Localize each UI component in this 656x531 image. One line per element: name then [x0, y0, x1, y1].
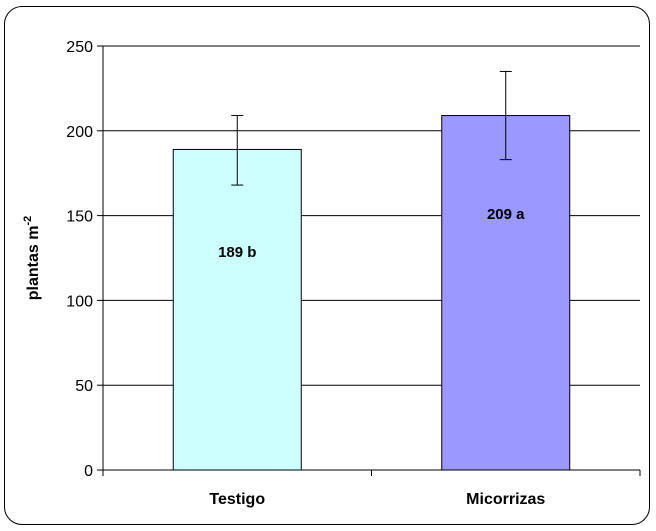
- bar-micorrizas: [441, 115, 571, 471]
- data-labels: 189 b 209 a: [218, 206, 525, 261]
- y-tick-label: 50: [75, 378, 93, 395]
- bars: [172, 115, 571, 471]
- y-tick-label: 200: [66, 124, 93, 141]
- y-axis-ticks: 0 50 100 150 200 250: [66, 39, 103, 480]
- x-axis-categories: Testigo Micorrizas: [102, 470, 641, 508]
- bar-testigo: [172, 148, 302, 471]
- error-bars: [231, 70, 512, 186]
- data-label: 209 a: [487, 206, 525, 223]
- y-tick-label: 150: [66, 209, 93, 226]
- data-label: 189 b: [218, 244, 256, 261]
- y-tick-label: 100: [66, 293, 93, 310]
- y-tick-label: 250: [66, 39, 93, 56]
- x-category-label: Micorrizas: [466, 491, 545, 508]
- x-category-label: Testigo: [209, 491, 265, 508]
- y-tick-label: 0: [84, 463, 93, 480]
- y-axis-label: plantas m-2: [22, 216, 42, 300]
